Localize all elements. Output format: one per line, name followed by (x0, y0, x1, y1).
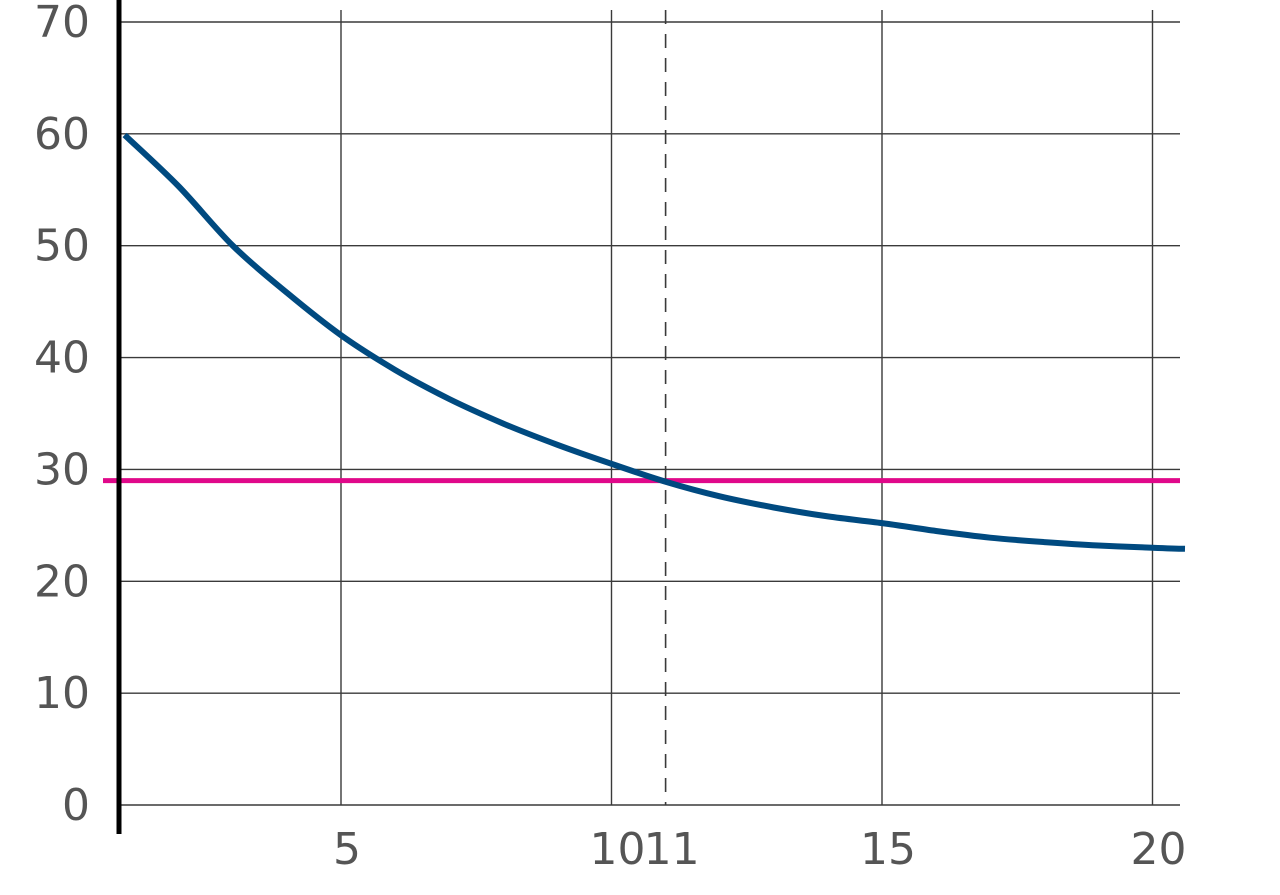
y-tick-label-70: 70 (34, 0, 90, 48)
y-tick-label-60: 60 (34, 109, 90, 160)
x-tick-label-10: 10 (590, 824, 646, 875)
y-tick-label-0: 0 (62, 780, 90, 831)
x-tick-label-5: 5 (333, 824, 361, 875)
series-curve (122, 132, 1186, 552)
grid-layer (119, 10, 1180, 806)
x-tick-label-15: 15 (860, 824, 916, 875)
y-tick-label-30: 30 (34, 444, 90, 495)
x-tick-label-11: 11 (644, 824, 700, 875)
y-tick-label-20: 20 (34, 556, 90, 607)
y-tick-label-10: 10 (34, 668, 90, 719)
reference-lines (103, 10, 1180, 805)
y-tick-label-50: 50 (34, 221, 90, 272)
y-tick-label-40: 40 (34, 333, 90, 384)
x-tick-label-20: 20 (1131, 824, 1187, 875)
series-layer (122, 132, 1186, 552)
